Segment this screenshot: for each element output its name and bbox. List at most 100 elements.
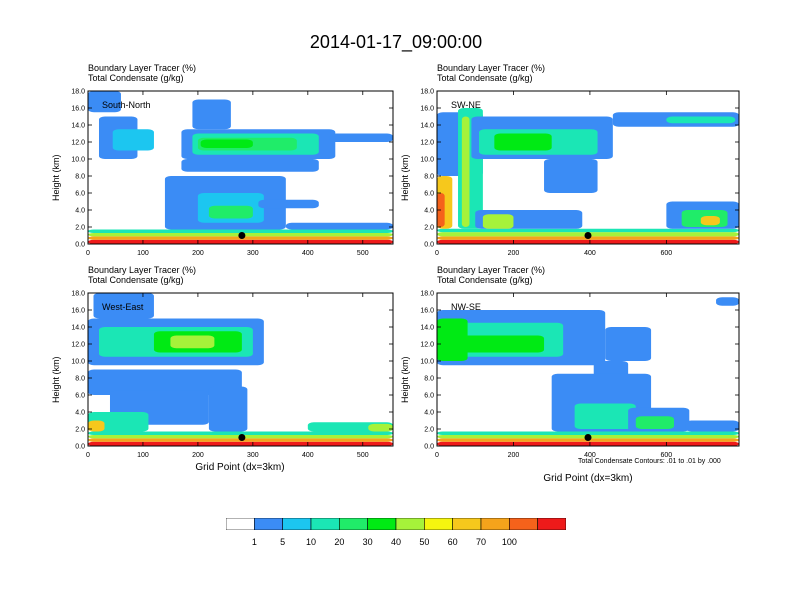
y-tick-label: 10.0	[71, 157, 85, 164]
y-tick-label: 14.0	[420, 325, 434, 332]
colorbar-swatch	[452, 518, 482, 530]
y-tick-label: 2.0	[424, 225, 434, 232]
panel-2-subtitle-line-2: Total Condensate (g/kg)	[437, 73, 533, 83]
panel-3-subtitle: Boundary Layer Tracer (%) Total Condensa…	[88, 265, 196, 285]
panel-4-subtitle: Boundary Layer Tracer (%) Total Condensa…	[437, 265, 545, 285]
y-tick-label: 2.0	[75, 427, 85, 434]
colorbar-label: 60	[447, 537, 458, 547]
y-tick-label: 0.0	[424, 242, 434, 249]
tracer-region	[200, 139, 253, 148]
panel-1-ylabel: Height (km)	[51, 154, 61, 201]
tracer-region	[437, 431, 739, 435]
panel-2-ylabel: Height (km)	[400, 154, 410, 201]
tracer-region	[544, 159, 598, 193]
panel-2-subtitle-line-1: Boundary Layer Tracer (%)	[437, 63, 546, 73]
tracer-region	[285, 222, 393, 230]
panel-1-plot: 0.0 2.0 4.0 6.0 8.0 10.0 12.0 14.0 16.0 18.0 0 100 2…	[71, 89, 394, 257]
tracer-region	[112, 129, 154, 151]
tracer-region	[329, 133, 393, 142]
y-tick-label: 18.0	[420, 89, 434, 96]
y-tick-label: 12.0	[420, 342, 434, 349]
panel-3-plot: 0.0 2.0 4.0 6.0 8.0 10.0 12.0 14.0 16.0 18.0 0 100 2…	[71, 291, 394, 459]
panel-2-plot: 0.0 2.0 4.0 6.0 8.0 10.0 12.0 14.0 16.0 18.0 0 200 4…	[420, 89, 740, 257]
y-tick-label: 6.0	[424, 191, 434, 198]
colorbar-swatch	[282, 518, 312, 530]
tracer-region	[88, 239, 393, 244]
plot-frame	[87, 292, 394, 447]
tracer-region	[88, 369, 242, 395]
tracer-region	[700, 215, 720, 226]
x-tick-label: 600	[661, 452, 673, 459]
x-tick-label: 400	[584, 250, 596, 257]
colorbar-swatch	[480, 518, 510, 530]
x-tick-label: 400	[302, 452, 314, 459]
y-tick-label: 18.0	[71, 89, 85, 96]
x-tick-label: 200	[508, 452, 520, 459]
location-marker	[584, 434, 592, 441]
panel-2-subtitle: Boundary Layer Tracer (%) Total Condensa…	[437, 63, 545, 83]
tracer-region	[258, 199, 319, 209]
x-tick-label: 300	[247, 250, 259, 257]
tracer-region	[368, 423, 393, 432]
colorbar-swatch	[367, 518, 397, 530]
x-tick-label: 500	[357, 250, 369, 257]
colorbar-label: 30	[362, 537, 373, 547]
tracer-region	[482, 214, 514, 229]
tracer-region	[88, 229, 393, 233]
x-tick-label: 600	[661, 250, 673, 257]
x-tick-label: 200	[192, 452, 204, 459]
panel-1-subtitle-line-2: Total Condensate (g/kg)	[88, 73, 184, 83]
panel-3-ylabel: Height (km)	[51, 356, 61, 403]
x-tick-label: 200	[192, 250, 204, 257]
panel-4-xlabel: Grid Point (dx=3km)	[543, 473, 633, 484]
panel-label: NW-SE	[451, 302, 481, 312]
x-tick-label: 0	[435, 250, 439, 257]
tracer-region	[170, 335, 215, 349]
colorbar-label: 100	[501, 537, 517, 547]
y-tick-label: 8.0	[75, 376, 85, 383]
tracer-region	[635, 416, 675, 429]
y-tick-label: 4.0	[75, 208, 85, 215]
panel-label: SW-NE	[451, 100, 481, 110]
tracer-region	[494, 133, 552, 151]
plot-frame	[87, 90, 394, 245]
y-tick-label: 4.0	[75, 410, 85, 417]
tracer-region	[459, 335, 545, 353]
panel-4-ylabel: Height (km)	[400, 356, 410, 403]
y-tick-label: 4.0	[424, 208, 434, 215]
colorbar-swatch	[310, 518, 340, 530]
x-tick-label: 100	[137, 250, 149, 257]
tracer-region	[605, 327, 652, 361]
x-tick-label: 400	[584, 452, 596, 459]
panel-label: West-East	[102, 302, 144, 312]
colorbar-label: 5	[280, 537, 286, 547]
tracer-region	[88, 431, 393, 435]
panel-4-plot: 0.0 2.0 4.0 6.0 8.0 10.0 12.0 14.0 16.0 18.0 0 200 4…	[420, 291, 740, 459]
tracer-region	[666, 116, 736, 124]
x-tick-label: 0	[435, 452, 439, 459]
y-tick-label: 0.0	[75, 444, 85, 451]
y-tick-label: 16.0	[420, 308, 434, 315]
x-tick-label: 0	[86, 452, 90, 459]
y-tick-label: 6.0	[75, 191, 85, 198]
y-tick-label: 8.0	[424, 174, 434, 181]
x-tick-label: 200	[508, 250, 520, 257]
colorbar-swatch	[254, 518, 283, 530]
y-tick-label: 18.0	[71, 291, 85, 298]
tracer-region	[437, 441, 739, 446]
y-tick-label: 10.0	[71, 359, 85, 366]
panel-1-subtitle: Boundary Layer Tracer (%) Total Condensa…	[88, 63, 196, 83]
y-tick-label: 6.0	[424, 393, 434, 400]
tracer-region	[192, 99, 231, 130]
colorbar-label: 1	[251, 537, 257, 547]
colorbar-label: 70	[475, 537, 486, 547]
location-marker	[238, 434, 246, 441]
colorbar-swatch	[537, 518, 566, 530]
panel-4-subtitle-line-2: Total Condensate (g/kg)	[437, 275, 533, 285]
tracer-region	[461, 116, 470, 227]
y-tick-label: 8.0	[75, 174, 85, 181]
colorbar-swatch	[395, 518, 425, 530]
y-tick-label: 0.0	[75, 242, 85, 249]
panel-4-subtitle-line-1: Boundary Layer Tracer (%)	[437, 265, 546, 275]
panel-3-subtitle-line-1: Boundary Layer Tracer (%)	[88, 265, 197, 275]
